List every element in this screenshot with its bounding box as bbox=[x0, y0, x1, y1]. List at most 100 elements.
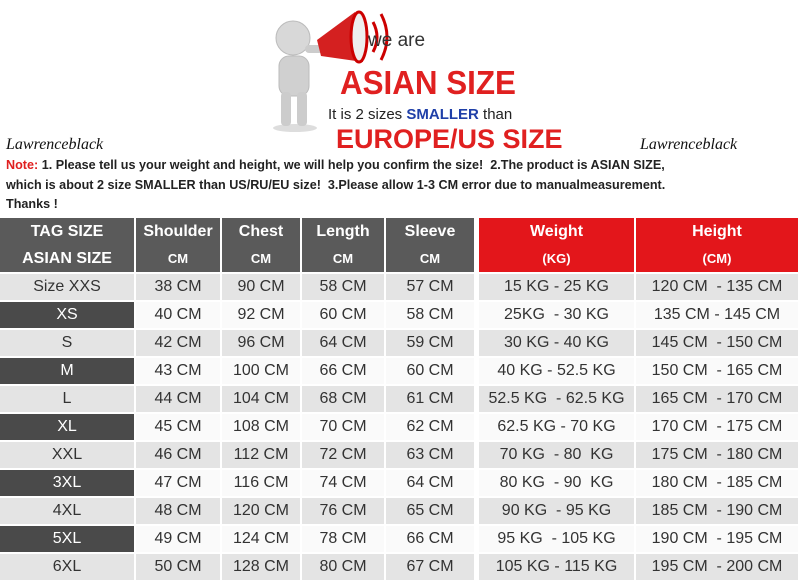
europe-us: EUROPE/US SIZE bbox=[336, 124, 563, 154]
size-cell: 92 CM bbox=[222, 302, 300, 328]
size-cell: 67 CM bbox=[386, 554, 474, 580]
size-cell: 120 CM - 135 CM bbox=[636, 274, 798, 300]
size-cell: 80 CM bbox=[302, 554, 384, 580]
size-label: XS bbox=[0, 302, 134, 328]
header-cell: CM bbox=[222, 245, 300, 272]
size-label: Size XXS bbox=[0, 274, 134, 300]
note-line: Thanks ! bbox=[6, 197, 58, 211]
size-label: 6XL bbox=[0, 554, 134, 580]
size-cell: 170 CM - 175 CM bbox=[636, 414, 798, 440]
header-cell: CM bbox=[386, 245, 474, 272]
banner-art bbox=[273, 10, 389, 132]
header-cell: (CM) bbox=[636, 245, 798, 272]
size-cell: 40 KG - 52.5 KG bbox=[479, 358, 634, 384]
size-cell: 105 KG - 115 KG bbox=[479, 554, 634, 580]
size-cell: 43 CM bbox=[136, 358, 220, 384]
subtitle: It is 2 sizes SMALLER than bbox=[328, 106, 512, 123]
smaller: SMALLER bbox=[406, 106, 479, 123]
size-label: XXL bbox=[0, 442, 134, 468]
size-cell: 46 CM bbox=[136, 442, 220, 468]
header-cell: Chest bbox=[222, 218, 300, 245]
size-cell: 116 CM bbox=[222, 470, 300, 496]
size-cell: 59 CM bbox=[386, 330, 474, 356]
size-cell: 62 CM bbox=[386, 414, 474, 440]
size-cell: 78 CM bbox=[302, 526, 384, 552]
size-cell: 112 CM bbox=[222, 442, 300, 468]
size-cell: 64 CM bbox=[386, 470, 474, 496]
size-cell: 38 CM bbox=[136, 274, 220, 300]
brand: Lawrenceblack bbox=[640, 136, 738, 153]
size-cell: 62.5 KG - 70 KG bbox=[479, 414, 634, 440]
size-cell: 120 CM bbox=[222, 498, 300, 524]
size-cell: 61 CM bbox=[386, 386, 474, 412]
header-cell: Length bbox=[302, 218, 384, 245]
note-line: Note: 1. Please tell us your weight and … bbox=[6, 158, 665, 172]
note-text: 1. Please tell us your weight and height… bbox=[41, 158, 665, 172]
size-cell: 124 CM bbox=[222, 526, 300, 552]
header-cell: CM bbox=[136, 245, 220, 272]
size-cell: 76 CM bbox=[302, 498, 384, 524]
size-cell: 145 CM - 150 CM bbox=[636, 330, 798, 356]
size-cell: 90 CM bbox=[222, 274, 300, 300]
size-cell: 104 CM bbox=[222, 386, 300, 412]
header-cell: TAG SIZE bbox=[0, 218, 134, 245]
size-cell: 60 CM bbox=[302, 302, 384, 328]
size-cell: 74 CM bbox=[302, 470, 384, 496]
header-cell: Sleeve bbox=[386, 218, 474, 245]
brand: Lawrenceblack bbox=[6, 136, 104, 153]
size-cell: 165 CM - 170 CM bbox=[636, 386, 798, 412]
size-cell: 57 CM bbox=[386, 274, 474, 300]
header-cell: (KG) bbox=[479, 245, 634, 272]
header-cell: CM bbox=[302, 245, 384, 272]
note-label: Note: bbox=[6, 158, 39, 172]
size-cell: 128 CM bbox=[222, 554, 300, 580]
size-label: 4XL bbox=[0, 498, 134, 524]
asian-size: ASIAN SIZE bbox=[340, 64, 516, 101]
size-cell: 135 CM - 145 CM bbox=[636, 302, 798, 328]
size-cell: 49 CM bbox=[136, 526, 220, 552]
size-label: L bbox=[0, 386, 134, 412]
size-cell: 48 CM bbox=[136, 498, 220, 524]
size-cell: 47 CM bbox=[136, 470, 220, 496]
size-cell: 58 CM bbox=[302, 274, 384, 300]
size-cell: 58 CM bbox=[386, 302, 474, 328]
size-label: S bbox=[0, 330, 134, 356]
size-cell: 30 KG - 40 KG bbox=[479, 330, 634, 356]
size-cell: 72 CM bbox=[302, 442, 384, 468]
size-cell: 175 CM - 180 CM bbox=[636, 442, 798, 468]
size-cell: 64 CM bbox=[302, 330, 384, 356]
header-cell: Weight bbox=[479, 218, 634, 245]
size-cell: 70 CM bbox=[302, 414, 384, 440]
size-cell: 42 CM bbox=[136, 330, 220, 356]
size-cell: 66 CM bbox=[386, 526, 474, 552]
size-cell: 65 CM bbox=[386, 498, 474, 524]
than: than bbox=[483, 106, 513, 123]
size-cell: 50 CM bbox=[136, 554, 220, 580]
header-cell: Height bbox=[636, 218, 798, 245]
header-cell: Shoulder bbox=[136, 218, 220, 245]
size-cell: 108 CM bbox=[222, 414, 300, 440]
size-label: XL bbox=[0, 414, 134, 440]
note-line: which is about 2 size SMALLER than US/RU… bbox=[6, 178, 666, 192]
size-cell: 45 CM bbox=[136, 414, 220, 440]
size-cell: 185 CM - 190 CM bbox=[636, 498, 798, 524]
size-label: 5XL bbox=[0, 526, 134, 552]
size-cell: 195 CM - 200 CM bbox=[636, 554, 798, 580]
size-cell: 190 CM - 195 CM bbox=[636, 526, 798, 552]
size-cell: 95 KG - 105 KG bbox=[479, 526, 634, 552]
we-are: we are bbox=[368, 30, 426, 51]
size-label: M bbox=[0, 358, 134, 384]
size-cell: 44 CM bbox=[136, 386, 220, 412]
size-cell: 15 KG - 25 KG bbox=[479, 274, 634, 300]
size-cell: 180 CM - 185 CM bbox=[636, 470, 798, 496]
size-label: 3XL bbox=[0, 470, 134, 496]
size-cell: 68 CM bbox=[302, 386, 384, 412]
size-cell: 90 KG - 95 KG bbox=[479, 498, 634, 524]
size-cell: 100 CM bbox=[222, 358, 300, 384]
it-is: It is 2 sizes bbox=[328, 106, 403, 123]
size-cell: 80 KG - 90 KG bbox=[479, 470, 634, 496]
size-cell: 96 CM bbox=[222, 330, 300, 356]
size-cell: 63 CM bbox=[386, 442, 474, 468]
size-cell: 52.5 KG - 62.5 KG bbox=[479, 386, 634, 412]
